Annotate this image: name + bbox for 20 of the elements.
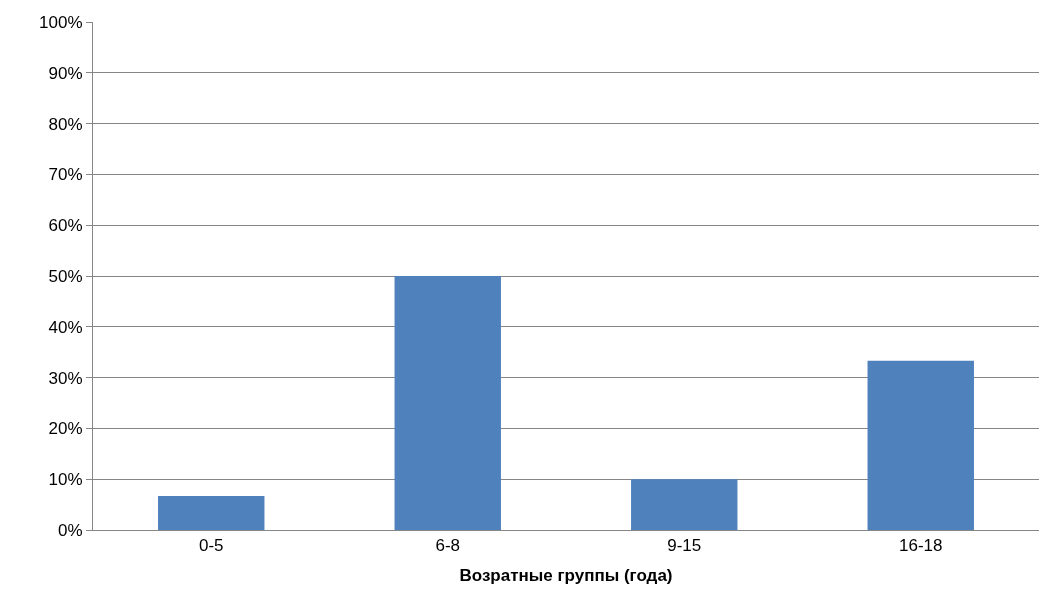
y-tick-label: 0% xyxy=(58,520,83,540)
y-tick-label: 10% xyxy=(48,470,83,490)
y-tick-label: 60% xyxy=(48,216,83,236)
y-tick-label: 100% xyxy=(39,12,83,32)
x-axis-title: Возратные группы (года) xyxy=(459,565,673,585)
y-tick-label: 90% xyxy=(48,63,83,83)
y-tick-label: 80% xyxy=(48,114,83,134)
bar xyxy=(394,276,501,530)
y-tick-label: 70% xyxy=(48,165,83,185)
bar xyxy=(158,495,265,530)
x-tick-label: 9-15 xyxy=(667,536,702,556)
x-tick-label: 6-8 xyxy=(435,536,461,556)
y-tick-label: 20% xyxy=(48,419,83,439)
bar xyxy=(631,479,738,530)
x-tick-label: 16-18 xyxy=(899,536,943,556)
y-tick-label: 30% xyxy=(48,368,83,388)
x-tick-label: 0-5 xyxy=(198,536,224,556)
bar xyxy=(867,360,974,530)
y-tick-label: 50% xyxy=(48,266,83,286)
y-tick-label: 40% xyxy=(48,317,83,337)
